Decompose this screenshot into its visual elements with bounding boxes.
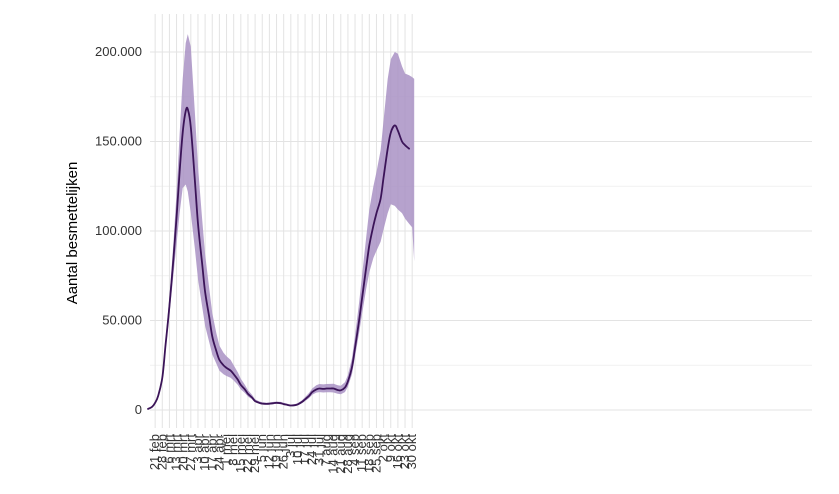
y-tick-label: 200.000 xyxy=(95,44,142,59)
y-tick-label: 100.000 xyxy=(95,223,142,238)
x-tick-label: 2 okt xyxy=(376,434,391,463)
y-tick-labels: 0 50.000 100.000 150.000 200.000 xyxy=(95,44,142,417)
x-tick-label: 16 okt xyxy=(390,434,405,470)
x-tick-label: 24 jul xyxy=(304,434,319,465)
x-tick-label: 18 sep xyxy=(361,434,376,473)
x-tick-label: 1 mei xyxy=(219,434,234,466)
uncertainty-band xyxy=(148,34,415,410)
x-tick-label: 31 jul xyxy=(311,434,326,465)
x-tick-label: 7 aug xyxy=(319,434,334,467)
x-tick-label: 15 mei xyxy=(233,434,248,473)
x-tick-label: 5 jun xyxy=(254,434,269,462)
x-tick-label: 25 sep xyxy=(368,434,383,473)
x-tick-label: 3 apr xyxy=(190,433,205,463)
x-tick-label: 28 feb xyxy=(154,434,169,470)
line-layer xyxy=(147,106,410,410)
y-tick-label: 50.000 xyxy=(102,313,142,328)
grid-layer xyxy=(150,14,812,428)
x-tick-label: 12 jun xyxy=(261,434,276,469)
x-tick-label: 20 mrt xyxy=(176,434,191,471)
x-tick-label: 27 mrt xyxy=(183,434,198,471)
x-tick-label: 21 feb xyxy=(147,434,162,470)
x-tick-label: 22 mei xyxy=(240,434,255,473)
y-tick-label: 150.000 xyxy=(95,134,142,149)
x-tick-label: 10 apr xyxy=(197,433,212,471)
x-tick-label: 6 mrt xyxy=(161,434,176,464)
x-tick-label: 26 jun xyxy=(276,434,291,469)
x-tick-label: 24 apr xyxy=(211,433,226,471)
x-tick-label: 13 mrt xyxy=(169,434,184,471)
x-tick-label: 8 mei xyxy=(226,434,241,466)
x-tick-label: 10 jul xyxy=(290,434,305,465)
x-tick-label: 29 mei xyxy=(247,434,262,473)
x-tick-label: 9 okt xyxy=(383,434,398,463)
y-tick-label: 0 xyxy=(135,402,142,417)
x-tick-label: 17 jul xyxy=(297,434,312,465)
x-tick-label: 17 apr xyxy=(204,433,219,471)
y-axis-title: Aantal besmettelijken xyxy=(64,162,81,305)
series-line xyxy=(147,106,410,410)
x-tick-label: 19 jun xyxy=(269,434,284,469)
x-tick-label: 14 aug xyxy=(326,434,341,474)
x-tick-label: 4 sep xyxy=(347,434,362,466)
x-tick-label: 11 sep xyxy=(354,434,369,472)
x-tick-label: 23 okt xyxy=(397,434,412,470)
x-tick-label: 28 aug xyxy=(340,434,355,474)
x-tick-label: 30 okt xyxy=(404,434,419,470)
x-tick-label: 21 aug xyxy=(333,434,348,474)
x-tick-label: 3 jul xyxy=(283,434,298,458)
band-layer xyxy=(148,34,415,410)
